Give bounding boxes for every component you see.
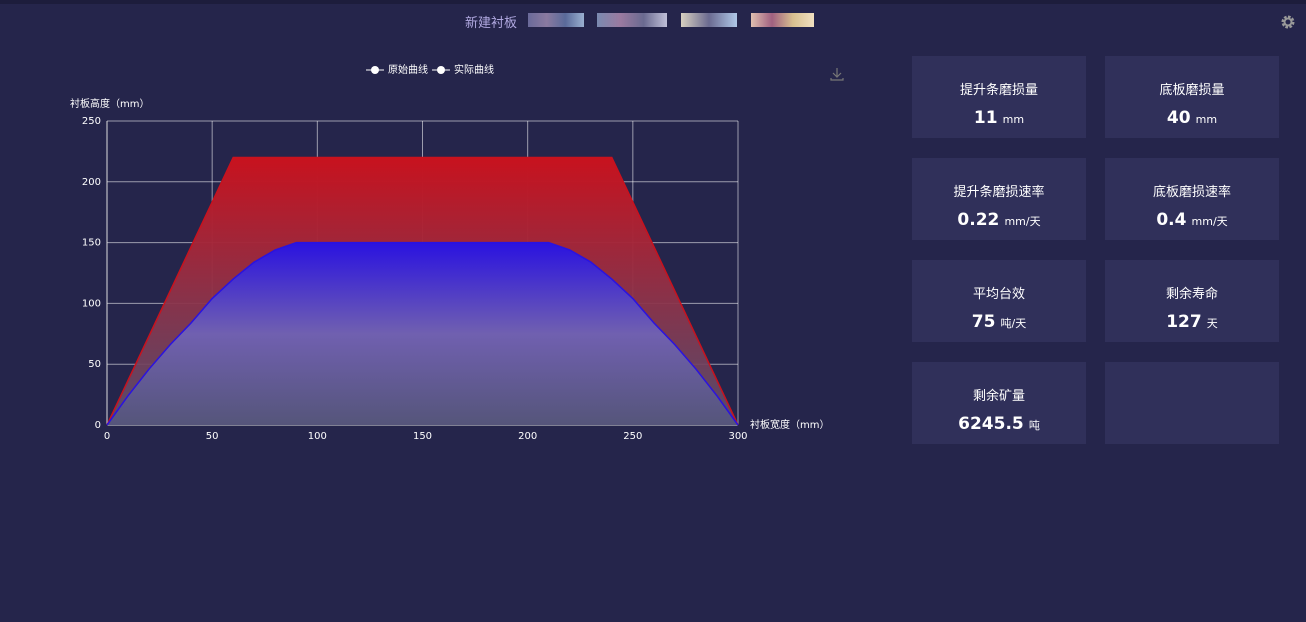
y-tick-label: 200 <box>82 177 101 188</box>
area-fill <box>107 242 738 425</box>
card-value: 0.22 mm/天 <box>912 210 1086 230</box>
x-tick-label: 200 <box>518 431 537 442</box>
y-axis-label: 衬板高度（mm） <box>70 97 149 110</box>
x-tick-label: 300 <box>728 431 747 442</box>
x-tick-label: 150 <box>413 431 432 442</box>
y-tick-label: 0 <box>95 420 101 431</box>
stat-card: 剩余寿命 127 天 <box>1105 260 1279 342</box>
series-line <box>106 156 739 426</box>
value-number: 0.22 <box>957 210 1000 230</box>
stat-card: 剩余矿量 6245.5 吨 <box>912 362 1086 444</box>
stat-card: 底板磨损速率 0.4 mm/天 <box>1105 158 1279 240</box>
blurred-tab[interactable] <box>751 13 814 27</box>
value-number: 127 <box>1166 312 1202 332</box>
stat-card: 平均台效 75 吨/天 <box>912 260 1086 342</box>
legend-marker <box>437 66 445 74</box>
card-title: 提升条磨损速率 <box>953 185 1045 200</box>
legend-item[interactable]: 原始曲线 <box>366 63 428 76</box>
y-tick-label: 250 <box>82 116 101 127</box>
legend-label: 实际曲线 <box>454 63 494 76</box>
y-tick-label: 50 <box>88 359 101 370</box>
x-tick-label: 250 <box>623 431 642 442</box>
x-axis-label: 衬板宽度（mm） <box>750 418 829 431</box>
value-unit: 天 <box>1206 317 1218 330</box>
card-title: 剩余矿量 <box>972 389 1025 404</box>
x-tick-label: 50 <box>206 431 219 442</box>
card-value: 75 吨/天 <box>912 312 1086 332</box>
value-number: 11 <box>973 108 998 128</box>
blurred-tab[interactable] <box>528 13 584 27</box>
blurred-tab[interactable] <box>681 13 737 27</box>
y-tick-label: 150 <box>82 238 101 249</box>
value-number: 6245.5 <box>958 414 1024 434</box>
y-tick-label: 100 <box>82 298 101 309</box>
stat-card <box>1105 362 1279 444</box>
x-tick-label: 100 <box>308 431 327 442</box>
stat-card: 底板磨损量 40 mm <box>1105 56 1279 138</box>
card-title: 平均台效 <box>972 287 1025 302</box>
stat-card: 提升条磨损速率 0.22 mm/天 <box>912 158 1086 240</box>
stat-card: 提升条磨损量 11 mm <box>912 56 1086 138</box>
value-unit: 吨/天 <box>1000 317 1027 330</box>
top-bar <box>0 0 1306 4</box>
download-icon[interactable] <box>830 68 844 81</box>
card-value: 6245.5 吨 <box>912 414 1086 434</box>
card-title: 底板磨损速率 <box>1152 185 1231 200</box>
card-title: 底板磨损量 <box>1159 83 1225 98</box>
value-number: 75 <box>971 312 996 332</box>
settings-icon[interactable] <box>1280 14 1296 30</box>
card-value: 11 mm <box>912 108 1086 128</box>
card-value: 0.4 mm/天 <box>1105 210 1279 230</box>
card-title: 剩余寿命 <box>1165 287 1218 302</box>
x-tick-label: 0 <box>104 431 110 442</box>
value-unit: mm <box>1002 113 1025 126</box>
legend-label: 原始曲线 <box>388 63 428 76</box>
value-unit: mm/天 <box>1191 215 1228 228</box>
value-unit: mm/天 <box>1004 215 1041 228</box>
chart: 0 50 100 150 200 250 0 50 100 150 200 250 300 衬板高度（mm… <box>70 63 844 442</box>
value-number: 0.4 <box>1156 210 1187 230</box>
blurred-tab[interactable] <box>597 13 667 27</box>
header-title[interactable]: 新建衬板 <box>465 16 518 31</box>
series-line <box>106 241 739 426</box>
value-unit: 吨 <box>1028 419 1040 432</box>
card-title: 提升条磨损量 <box>959 83 1038 98</box>
card-value: 40 mm <box>1105 108 1279 128</box>
legend-marker <box>371 66 379 74</box>
value-number: 40 <box>1166 108 1191 128</box>
card-value: 127 天 <box>1105 312 1279 332</box>
value-unit: mm <box>1195 113 1218 126</box>
legend-item[interactable]: 实际曲线 <box>432 63 494 76</box>
